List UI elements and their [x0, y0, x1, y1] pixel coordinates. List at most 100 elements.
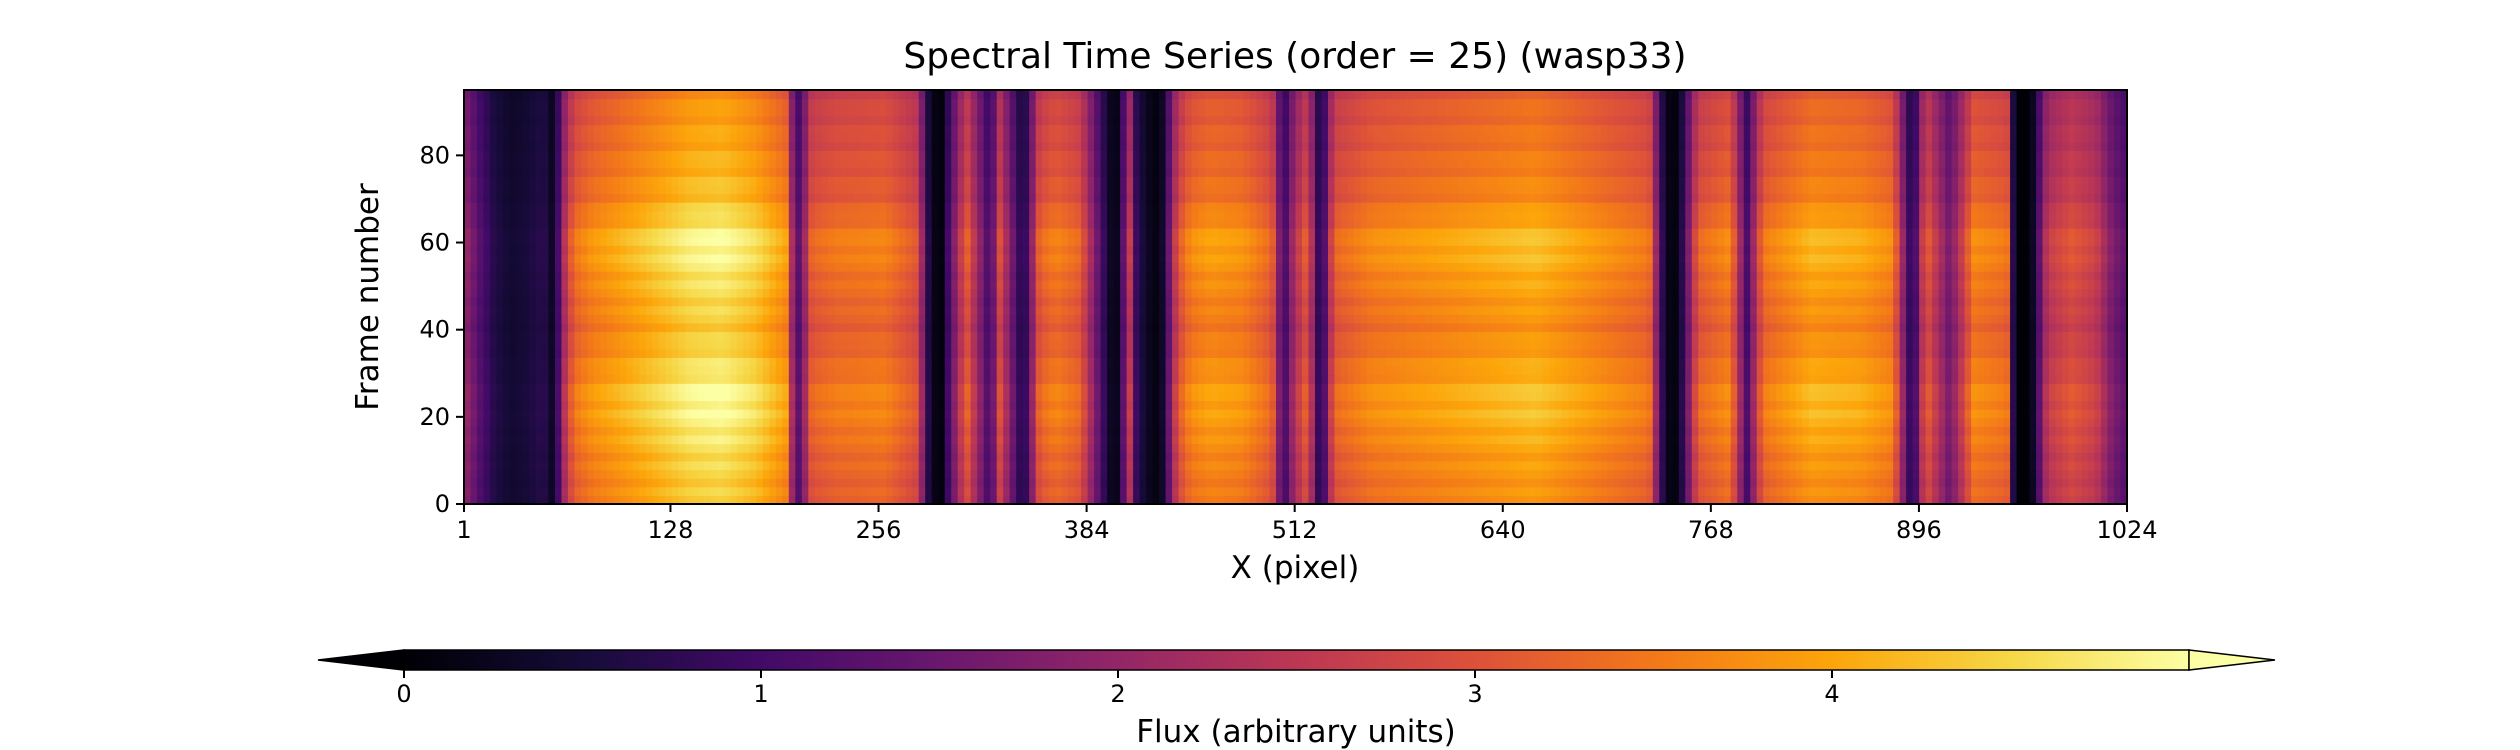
- heatmap-cell: [1029, 349, 1036, 358]
- heatmap-cell: [711, 435, 718, 444]
- heatmap-cell: [1218, 426, 1225, 435]
- heatmap-cell: [1471, 401, 1478, 410]
- heatmap-cell: [1107, 409, 1114, 418]
- heatmap-cell: [581, 332, 588, 341]
- heatmap-cell: [471, 452, 478, 461]
- heatmap-cell: [1380, 444, 1387, 453]
- heatmap-cell: [2023, 461, 2030, 470]
- heatmap-cell: [1257, 478, 1264, 487]
- heatmap-cell: [1789, 444, 1796, 453]
- heatmap-cell: [776, 383, 783, 392]
- heatmap-cell: [1211, 487, 1218, 496]
- heatmap-cell: [587, 357, 594, 366]
- heatmap-cell: [1140, 452, 1147, 461]
- heatmap-cell: [1270, 444, 1277, 453]
- heatmap-cell: [1399, 461, 1406, 470]
- heatmap-cell: [1627, 409, 1634, 418]
- heatmap-cell: [899, 409, 906, 418]
- heatmap-cell: [1672, 418, 1679, 427]
- heatmap-cell: [613, 418, 620, 427]
- heatmap-cell: [854, 332, 861, 341]
- heatmap-cell: [958, 366, 965, 375]
- heatmap-cell: [1419, 366, 1426, 375]
- heatmap-cell: [971, 418, 978, 427]
- heatmap-cell: [659, 409, 666, 418]
- heatmap-cell: [1620, 375, 1627, 384]
- heatmap-cell: [1218, 366, 1225, 375]
- heatmap-cell: [626, 426, 633, 435]
- heatmap-cell: [1763, 444, 1770, 453]
- heatmap-cell: [2069, 444, 2076, 453]
- heatmap-cell: [1393, 340, 1400, 349]
- heatmap-cell: [1900, 375, 1907, 384]
- heatmap-cell: [1646, 435, 1653, 444]
- heatmap-cell: [1471, 487, 1478, 496]
- heatmap-cell: [737, 401, 744, 410]
- heatmap-cell: [1471, 375, 1478, 384]
- heatmap-cell: [1263, 452, 1270, 461]
- heatmap-cell: [1542, 487, 1549, 496]
- heatmap-cell: [1854, 452, 1861, 461]
- heatmap-cell: [672, 418, 679, 427]
- heatmap-cell: [1406, 470, 1413, 479]
- heatmap-cell: [1562, 349, 1569, 358]
- heatmap-cell: [691, 332, 698, 341]
- heatmap-cell: [672, 366, 679, 375]
- heatmap-cell: [1698, 418, 1705, 427]
- heatmap-cell: [2062, 340, 2069, 349]
- heatmap-cell: [1101, 349, 1108, 358]
- heatmap-cell: [672, 487, 679, 496]
- heatmap-cell: [477, 426, 484, 435]
- heatmap-cell: [1568, 478, 1575, 487]
- heatmap-cell: [1763, 461, 1770, 470]
- heatmap-cell: [607, 487, 614, 496]
- heatmap-cell: [1438, 409, 1445, 418]
- heatmap-cell: [613, 487, 620, 496]
- heatmap-cell: [2101, 478, 2108, 487]
- heatmap-cell: [691, 383, 698, 392]
- heatmap-cell: [808, 392, 815, 401]
- heatmap-cell: [1679, 349, 1686, 358]
- heatmap-cell: [2056, 383, 2063, 392]
- heatmap-cell: [1594, 392, 1601, 401]
- heatmap-cell: [522, 470, 529, 479]
- heatmap-cell: [2049, 426, 2056, 435]
- heatmap-cell: [951, 418, 958, 427]
- heatmap-cell: [2114, 409, 2121, 418]
- heatmap-cell: [1133, 340, 1140, 349]
- heatmap-cell: [1023, 366, 1030, 375]
- heatmap-cell: [1412, 452, 1419, 461]
- heatmap-cell: [1939, 392, 1946, 401]
- heatmap-cell: [1321, 435, 1328, 444]
- heatmap-cell: [1523, 444, 1530, 453]
- heatmap-cell: [1737, 375, 1744, 384]
- heatmap-cell: [1153, 332, 1160, 341]
- heatmap-cell: [1906, 478, 1913, 487]
- heatmap-cell: [594, 426, 601, 435]
- heatmap-cell: [1607, 349, 1614, 358]
- heatmap-cell: [1880, 375, 1887, 384]
- heatmap-cell: [1549, 357, 1556, 366]
- heatmap-cell: [464, 444, 471, 453]
- heatmap-cell: [561, 357, 568, 366]
- heatmap-cell: [1952, 444, 1959, 453]
- heatmap-cell: [2062, 401, 2069, 410]
- heatmap-cell: [1867, 401, 1874, 410]
- heatmap-cell: [607, 357, 614, 366]
- heatmap-cell: [828, 401, 835, 410]
- heatmap-cell: [1945, 392, 1952, 401]
- heatmap-cell: [1419, 444, 1426, 453]
- heatmap-cell: [1854, 340, 1861, 349]
- heatmap-cell: [1425, 366, 1432, 375]
- heatmap-cell: [2036, 418, 2043, 427]
- heatmap-cell: [1062, 461, 1069, 470]
- heatmap-cell: [1880, 392, 1887, 401]
- heatmap-cell: [1874, 375, 1881, 384]
- heatmap-cell: [1737, 401, 1744, 410]
- heatmap-cell: [1568, 418, 1575, 427]
- heatmap-cell: [1088, 470, 1095, 479]
- heatmap-cell: [971, 444, 978, 453]
- heatmap-cell: [2023, 375, 2030, 384]
- heatmap-cell: [990, 435, 997, 444]
- heatmap-cell: [1146, 487, 1153, 496]
